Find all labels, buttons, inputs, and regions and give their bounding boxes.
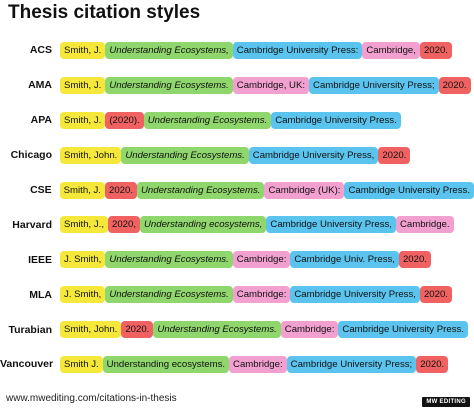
- citation-row-ama: AMA Smith, J. Understanding Ecosystems. Cam…: [0, 68, 474, 103]
- citation-parts: J. Smith, Understanding Ecosystems. Cambri…: [60, 286, 452, 304]
- source-url: www.mwediting.com/citations-in-thesis: [6, 393, 177, 404]
- author-chip: Smith, J.: [60, 111, 106, 129]
- style-name: Vancouver: [0, 358, 54, 371]
- author-chip: Smith, John.: [60, 321, 122, 339]
- place-chip: Cambridge.: [395, 216, 454, 234]
- publisher-chip: Cambridge Univ. Press,: [290, 251, 399, 269]
- title-chip: Understanding Ecosystems.: [105, 251, 233, 269]
- publisher-chip: Cambridge University Press.: [344, 181, 474, 199]
- style-name: Chicago: [10, 149, 52, 162]
- citation-parts: Smith J. Understanding ecosystems. Cambrid…: [60, 355, 449, 373]
- citation-style-list: ACS Smith, J. Understanding Ecosystems, Cam…: [0, 33, 474, 382]
- title-chip: Understanding Ecosystems.: [105, 76, 233, 94]
- year-chip: (2020).: [105, 111, 144, 129]
- style-name: Turabian: [8, 323, 52, 336]
- citation-parts: J. Smith, Understanding Ecosystems. Cambri…: [60, 251, 431, 269]
- publisher-chip: Cambridge University Press,: [248, 146, 379, 164]
- author-chip: Smith, J.: [60, 41, 106, 59]
- citation-row-chicago: Chicago Smith, John. Understanding Ecosyst…: [0, 138, 474, 173]
- citation-row-ieee: IEEE J. Smith, Understanding Ecosystems. Ca…: [0, 242, 474, 277]
- citation-parts: Smith, J. 2020. Understanding Ecosystems. C…: [59, 181, 474, 199]
- publisher-chip: Cambridge University Press,: [266, 216, 396, 234]
- publisher-chip: Cambridge University Press,: [290, 286, 420, 304]
- citation-row-mla: MLA J. Smith, Understanding Ecosystems. Cam…: [0, 277, 474, 312]
- citation-parts: Smith, J. Understanding Ecosystems. Cambri…: [60, 76, 471, 94]
- publisher-chip: Cambridge University Press.: [338, 321, 468, 339]
- author-chip: J. Smith,: [60, 286, 106, 304]
- style-name: AMA: [28, 79, 52, 92]
- style-name: IEEE: [28, 253, 52, 266]
- place-chip: Cambridge,: [362, 41, 420, 59]
- title-chip: Understanding Ecosystems.: [105, 286, 233, 304]
- year-chip: 2020.: [416, 355, 449, 373]
- year-chip: 2020.: [378, 146, 411, 164]
- publisher-chip: Cambridge University Press;: [286, 355, 417, 373]
- style-name: CSE: [30, 184, 52, 196]
- author-chip: Smith, John.: [60, 146, 122, 164]
- publisher-chip: Cambridge University Press;: [309, 76, 439, 94]
- title-chip: Understanding Ecosystems.: [143, 111, 272, 129]
- citation-parts: Smith, J. Understanding Ecosystems, Cambri…: [60, 41, 452, 59]
- citation-parts: Smith, J. (2020). Understanding Ecosystems…: [60, 111, 401, 129]
- publisher-chip: Cambridge University Press.: [271, 111, 401, 129]
- year-chip: 2020.: [398, 251, 431, 269]
- style-name: MLA: [29, 288, 52, 301]
- author-chip: J. Smith,: [60, 251, 106, 269]
- citation-row-turabian: Turabian Smith, John. 2020. Understanding E…: [0, 312, 474, 347]
- title-chip: Understanding Ecosystems,: [105, 41, 233, 59]
- citation-row-vancouver: Vancouver Smith J. Understanding ecosystem…: [0, 347, 474, 382]
- citation-row-harvard: Harvard Smith, J., 2020, Understanding ecos…: [0, 207, 474, 242]
- brand-badge: MW EDITING: [422, 397, 470, 407]
- year-chip: 2020.: [104, 181, 137, 199]
- place-chip: Cambridge:: [280, 321, 339, 339]
- author-chip: Smith J.: [60, 355, 103, 373]
- place-chip: Cambridge:: [229, 355, 287, 373]
- title-chip: Understanding Ecosystems.: [121, 146, 249, 164]
- title-chip: Understanding ecosystems,: [140, 216, 267, 234]
- title-chip: Understanding Ecosystems.: [137, 181, 265, 199]
- citation-row-cse: CSE Smith, J. 2020. Understanding Ecosystem…: [0, 173, 474, 208]
- author-chip: Smith, J.: [59, 181, 105, 199]
- title-chip: Understanding Ecosystems.: [153, 321, 281, 339]
- year-chip: 2020.: [419, 286, 452, 304]
- year-chip: 2020.: [419, 41, 452, 59]
- year-chip: 2020.: [438, 76, 471, 94]
- style-name: Harvard: [12, 218, 52, 231]
- citation-row-apa: APA Smith, J. (2020). Understanding Ecosyst…: [0, 103, 474, 138]
- place-chip: Cambridge:: [232, 251, 291, 269]
- year-chip: 2020.: [121, 321, 154, 339]
- publisher-chip: Cambridge University Press:: [232, 41, 363, 59]
- citation-parts: Smith, J., 2020, Understanding ecosystems,…: [60, 216, 454, 234]
- style-name: APA: [30, 114, 52, 127]
- citation-row-acs: ACS Smith, J. Understanding Ecosystems, Cam…: [0, 33, 474, 68]
- citation-parts: Smith, John. 2020. Understanding Ecosystem…: [60, 321, 468, 339]
- citation-parts: Smith, John. Understanding Ecosystems. Cam…: [60, 146, 411, 164]
- year-chip: 2020,: [107, 216, 140, 234]
- author-chip: Smith, J.: [60, 76, 106, 94]
- place-chip: Cambridge, UK:: [232, 76, 310, 94]
- page-title: Thesis citation styles: [8, 2, 201, 23]
- place-chip: Cambridge:: [232, 286, 291, 304]
- title-chip: Understanding ecosystems.: [102, 355, 230, 373]
- style-name: ACS: [29, 44, 52, 57]
- place-chip: Cambridge (UK):: [264, 181, 345, 199]
- author-chip: Smith, J.,: [60, 216, 108, 234]
